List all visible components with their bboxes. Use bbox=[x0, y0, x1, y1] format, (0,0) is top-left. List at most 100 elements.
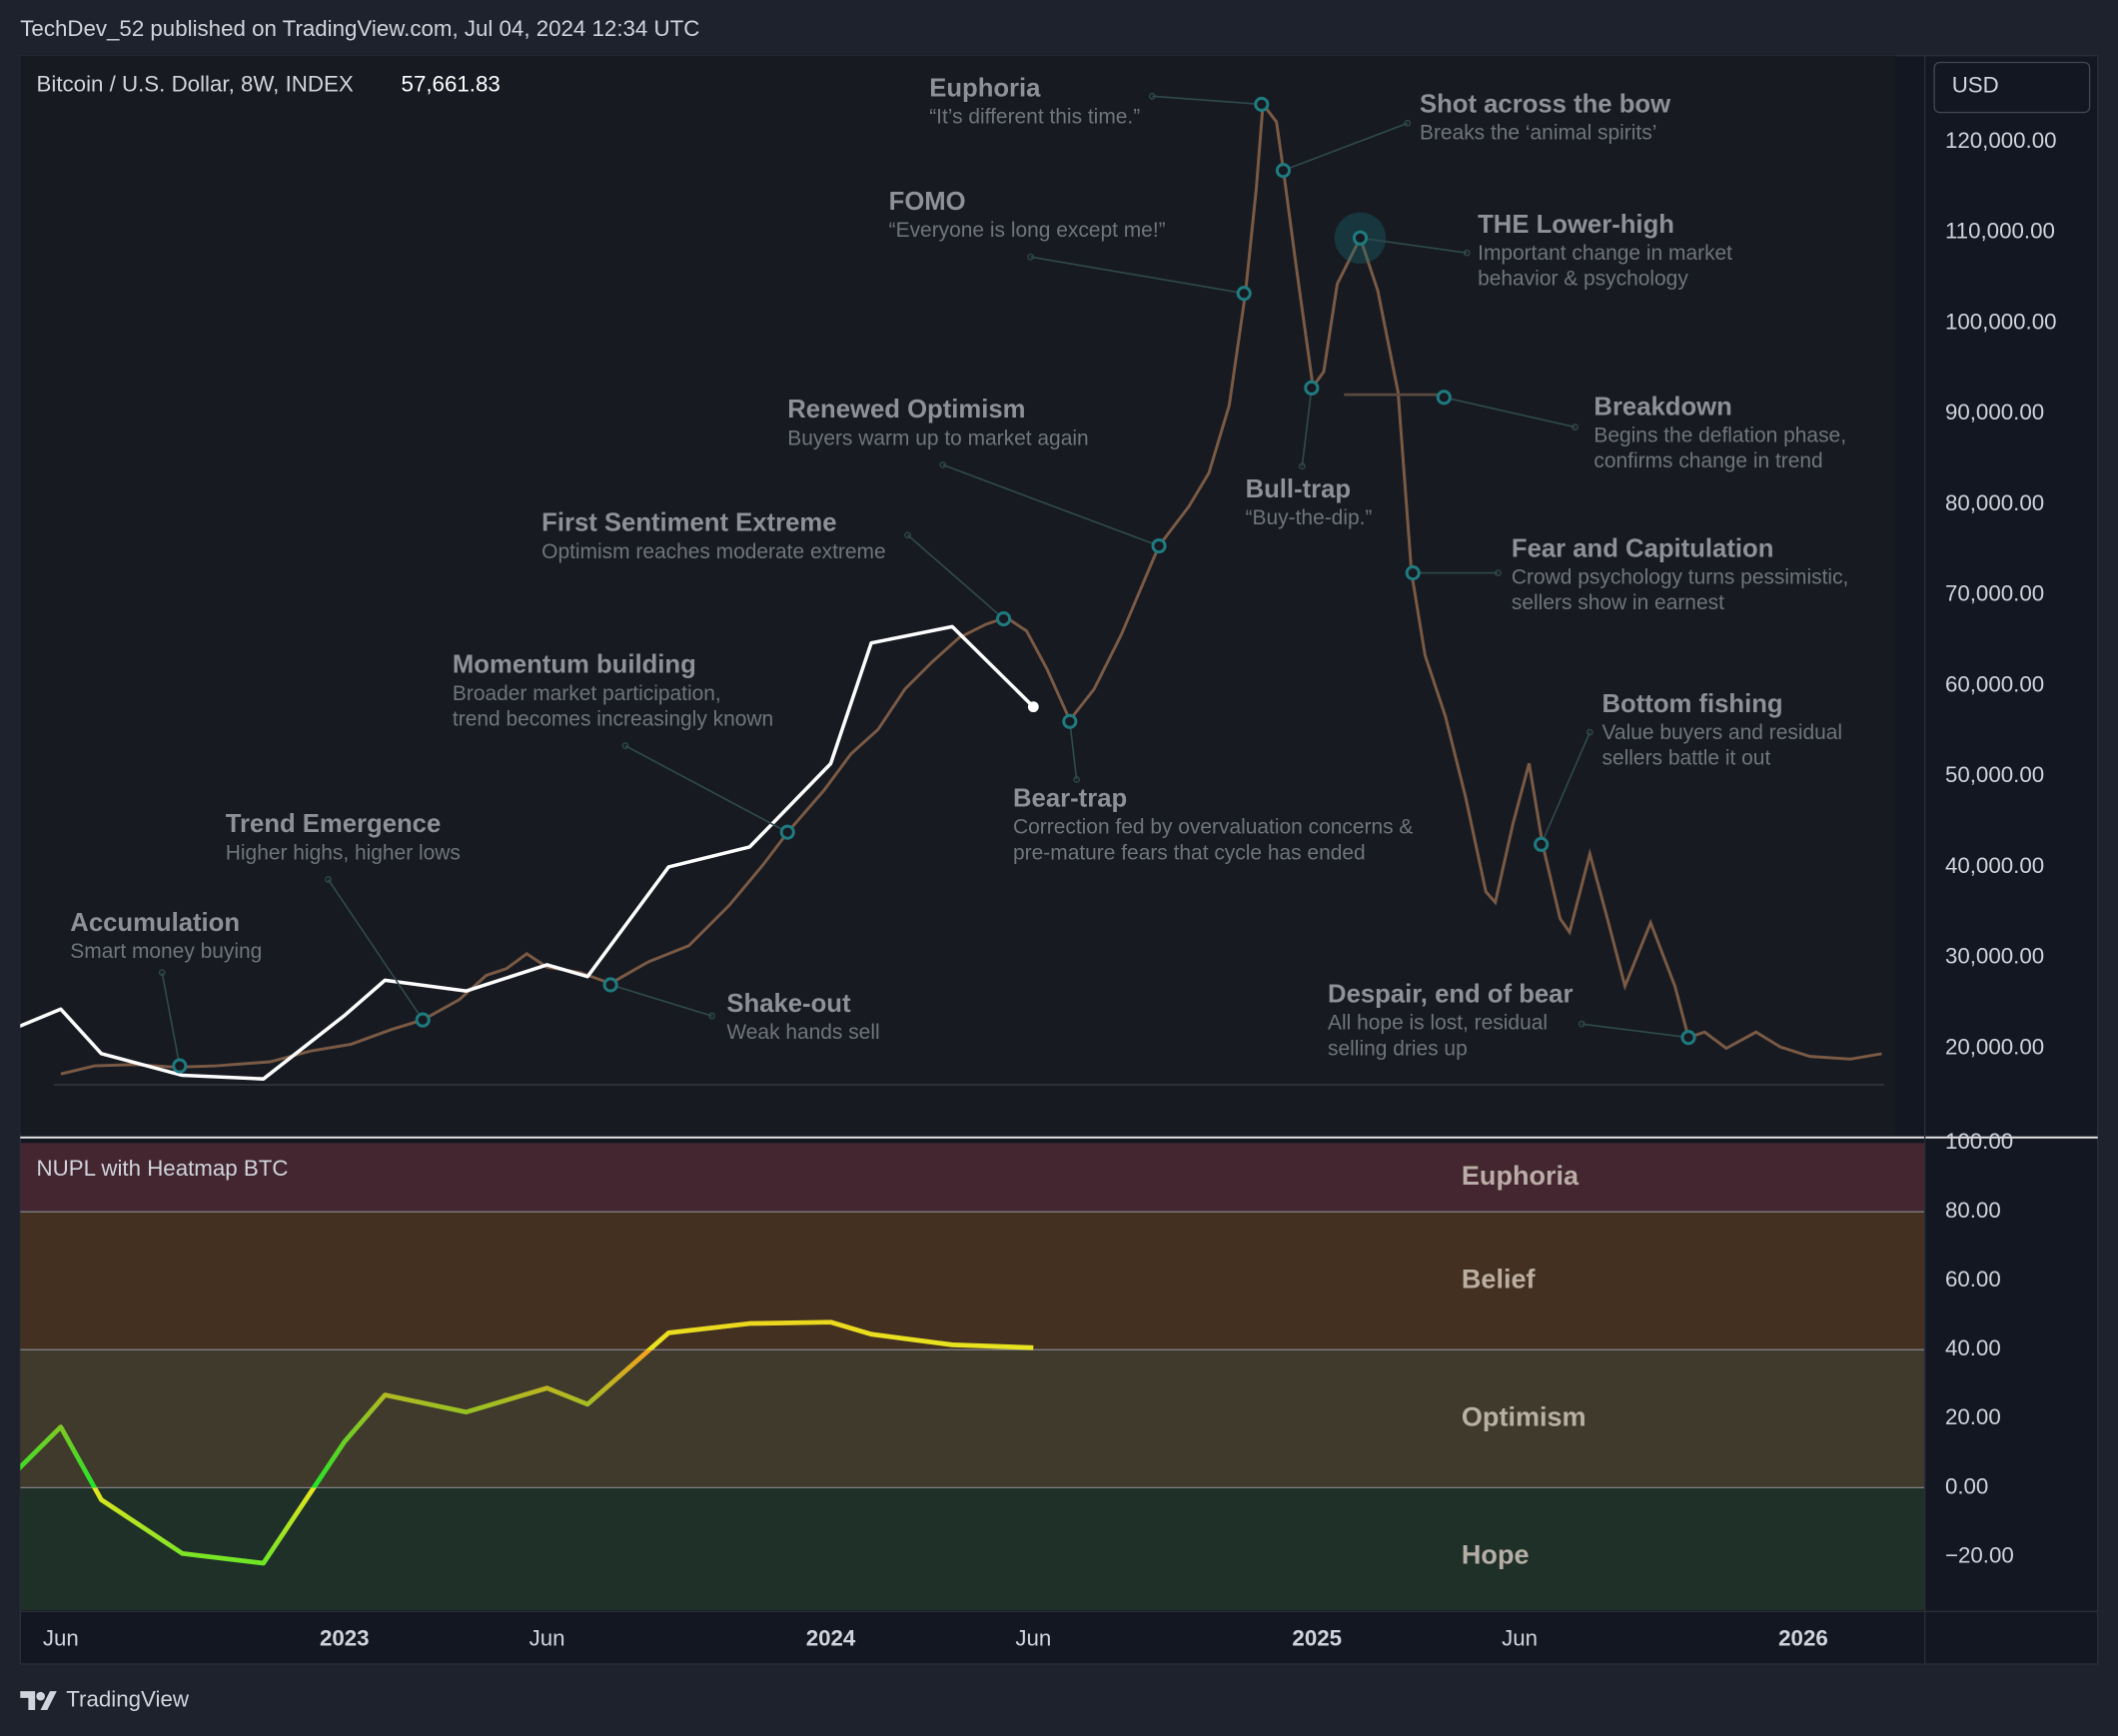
zone-band bbox=[20, 1212, 1925, 1350]
annotation-title: Breakdown bbox=[1593, 393, 1731, 421]
y-tick-label: 30,000.00 bbox=[1945, 944, 2044, 969]
series-line bbox=[20, 1319, 1034, 1566]
annotation-leader bbox=[942, 463, 1160, 547]
annotation-title: Bull-trap bbox=[1246, 475, 1352, 503]
zone-label: Belief bbox=[1462, 1264, 1537, 1294]
symbol-title: Bitcoin / U.S. Dollar, 8W, INDEX bbox=[37, 71, 354, 96]
brand: TradingView bbox=[66, 1686, 190, 1711]
zone-label: Optimism bbox=[1462, 1401, 1587, 1431]
indicator-title: NUPL with Heatmap BTC bbox=[37, 1156, 289, 1181]
annotation-text: “Everyone is long except me!” bbox=[889, 219, 1166, 242]
y-tick-label: 40,000.00 bbox=[1945, 853, 2044, 878]
annotation-anchor bbox=[1404, 119, 1412, 127]
annotation-dot bbox=[1680, 1030, 1696, 1046]
annotation-anchor bbox=[1073, 776, 1080, 783]
annotation-anchor bbox=[708, 1012, 715, 1020]
series-line bbox=[20, 624, 1035, 1081]
currency-label[interactable]: USD bbox=[1952, 73, 1999, 98]
nupl-pane: Hope Optimism Belief Euphoria bbox=[20, 1143, 1925, 1610]
annotation-dot bbox=[1352, 230, 1369, 246]
annotation-leader bbox=[624, 744, 788, 833]
x-tick-label: 2024 bbox=[806, 1626, 856, 1651]
annotation-title: Accumulation bbox=[70, 909, 240, 937]
y-tick-label: 20.00 bbox=[1945, 1404, 2001, 1429]
zone-band bbox=[20, 1143, 1925, 1213]
annotation-dot bbox=[779, 824, 795, 840]
cycle-curve bbox=[60, 100, 1882, 1076]
tradingview-logo: TradingView bbox=[20, 1686, 190, 1711]
price-pane: Accumulation Smart money buying Trend Emer… bbox=[20, 74, 1885, 1087]
y-tick-label: 100,000.00 bbox=[1945, 309, 2057, 334]
y-tick-label: 80,000.00 bbox=[1945, 490, 2044, 515]
annotation-text: Higher highs, higher lows bbox=[226, 841, 461, 864]
annotation-leader bbox=[1582, 1023, 1689, 1039]
annotation-anchor bbox=[158, 969, 166, 977]
annotation-title: Bottom fishing bbox=[1602, 690, 1783, 718]
annotation-title: Euphoria bbox=[929, 74, 1041, 102]
annotation-title: Shake-out bbox=[726, 990, 851, 1018]
annotation-title: First Sentiment Extreme bbox=[541, 509, 836, 537]
annotation-title: Momentum building bbox=[453, 651, 696, 679]
annotation-text: pre-mature fears that cycle has ended bbox=[1013, 841, 1366, 864]
annotation-text: Smart money buying bbox=[70, 940, 262, 963]
annotation-anchor bbox=[325, 876, 332, 883]
annotation-dot bbox=[602, 977, 618, 993]
annotation-anchor bbox=[904, 531, 911, 539]
annotation-text: Begins the deflation phase, bbox=[1593, 425, 1846, 447]
annotation-title: Shot across the bow bbox=[1420, 91, 1671, 119]
annotation-text: All hope is lost, residual bbox=[1328, 1012, 1548, 1035]
annotation-anchor bbox=[1298, 462, 1306, 470]
annotation-dot bbox=[1151, 537, 1167, 554]
y-tick-label: 60,000.00 bbox=[1945, 671, 2044, 696]
x-tick-label: Jun bbox=[1015, 1626, 1051, 1651]
zone-band bbox=[20, 1349, 1925, 1488]
annotation-text: Optimism reaches moderate extreme bbox=[541, 540, 885, 563]
x-tick-label: Jun bbox=[530, 1626, 565, 1651]
y-tick-label: 60.00 bbox=[1945, 1267, 2001, 1292]
annotation-leader bbox=[1301, 388, 1313, 466]
x-tick-label: 2023 bbox=[320, 1626, 370, 1651]
annotation-text: Crowd psychology turns pessimistic, bbox=[1512, 566, 1848, 589]
y-tick-label: −20.00 bbox=[1945, 1542, 2014, 1567]
annotation-text: confirms change in trend bbox=[1593, 449, 1822, 472]
publish-header: TechDev_52 published on TradingView.com,… bbox=[20, 16, 699, 41]
annotation-dot bbox=[1405, 565, 1421, 581]
annotation-title: Bear-trap bbox=[1013, 785, 1127, 813]
annotation-anchor bbox=[621, 742, 629, 750]
x-tick-label: 2025 bbox=[1292, 1626, 1342, 1651]
annotation-dot bbox=[415, 1012, 431, 1028]
annotation-text: Breaks the ‘animal spirits’ bbox=[1420, 122, 1656, 145]
annotation-leader bbox=[1069, 721, 1078, 780]
zone-band bbox=[20, 1487, 1925, 1610]
annotation-text: “Buy-the-dip.” bbox=[1246, 506, 1373, 529]
last-point bbox=[1027, 701, 1039, 713]
currency-button[interactable] bbox=[1933, 61, 2091, 114]
annotation-leader bbox=[1360, 237, 1468, 254]
y-tick-label: 100.00 bbox=[1945, 1129, 2013, 1154]
annotation-text: Important change in market bbox=[1478, 242, 1732, 265]
annotation-text: behavior & psychology bbox=[1478, 268, 1688, 291]
annotation-text: “It’s different this time.” bbox=[929, 105, 1140, 128]
annotation-leader bbox=[1030, 256, 1245, 295]
annotation-dot bbox=[1436, 390, 1452, 406]
annotation-leader bbox=[1152, 95, 1262, 106]
annotation-dot bbox=[1236, 286, 1252, 302]
x-tick-label: Jun bbox=[1502, 1626, 1538, 1651]
annotation-leader bbox=[1444, 397, 1576, 429]
annotation-title: Trend Emergence bbox=[226, 810, 441, 838]
annotation-leader bbox=[609, 984, 712, 1017]
last-price: 57,661.83 bbox=[402, 71, 501, 96]
annotation-dot bbox=[1254, 96, 1270, 112]
y-tick-label: 40.00 bbox=[1945, 1335, 2001, 1360]
annotation-title: FOMO bbox=[889, 188, 966, 216]
annotation-dot bbox=[1304, 380, 1320, 396]
annotation-text: Buyers warm up to market again bbox=[787, 427, 1088, 449]
annotation-anchor bbox=[1578, 1020, 1586, 1028]
annotation-title: THE Lower-high bbox=[1478, 211, 1674, 239]
annotation-text: Weak hands sell bbox=[726, 1021, 879, 1044]
y-tick-label: 70,000.00 bbox=[1945, 581, 2044, 606]
annotation-dot bbox=[1534, 836, 1550, 852]
annotation-dot bbox=[995, 610, 1012, 627]
